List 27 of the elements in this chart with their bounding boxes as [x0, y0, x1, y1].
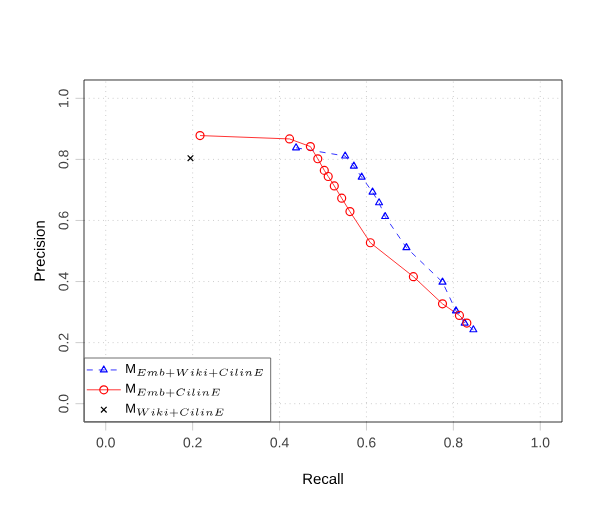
point: [313, 154, 323, 164]
point: [305, 141, 315, 152]
point: [454, 310, 465, 321]
point: [438, 277, 447, 285]
point: [381, 211, 390, 220]
point: [375, 198, 384, 206]
point: [368, 187, 377, 195]
point: [408, 272, 418, 282]
legend-label: $\mathrm{M}_{Emb+CilinE}$: [126, 383, 220, 398]
point: [357, 172, 366, 180]
point: [365, 238, 375, 248]
point: [319, 165, 329, 175]
point: [292, 143, 301, 151]
point: [337, 193, 347, 203]
point: [284, 134, 295, 144]
point: [451, 306, 461, 314]
point: [323, 171, 333, 182]
legend-label: $\mathrm{M}_{Emb+Wiki+CilinE}$: [126, 363, 263, 378]
point: [341, 151, 350, 159]
point: [187, 154, 194, 162]
legend-label: $\mathrm{M}_{Wiki+CilinE}$: [126, 403, 224, 418]
point: [329, 181, 339, 191]
point: [437, 299, 448, 309]
point: [469, 325, 478, 333]
point: [349, 161, 358, 169]
point: [345, 207, 355, 217]
point: [402, 243, 411, 251]
